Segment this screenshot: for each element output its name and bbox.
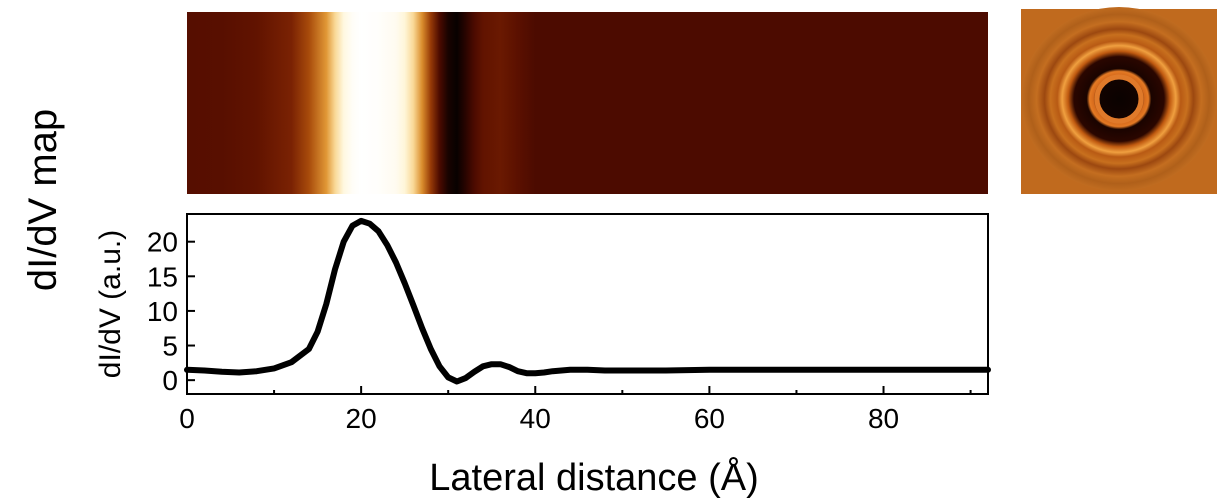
map-strip: [187, 12, 988, 194]
y-tick-label: 10: [147, 296, 178, 327]
x-tick-label: 40: [520, 403, 551, 434]
x-tick-label: 0: [179, 403, 195, 434]
y-tick-label: 5: [162, 331, 178, 362]
y-tick-label: 15: [147, 261, 178, 292]
plot-frame: [186, 213, 989, 395]
y-tick-label: 20: [147, 227, 178, 258]
x-tick-label: 20: [346, 403, 377, 434]
x-axis-ticks: 0 20 40 60 80: [179, 386, 972, 434]
x-tick-label: 60: [694, 403, 725, 434]
y-axis-label: dI/dV (a.u.): [94, 230, 127, 378]
x-tick-label: 80: [868, 403, 899, 434]
side-label: dI/dV map: [21, 109, 65, 291]
y-tick-label: 0: [162, 365, 178, 396]
series-line: [184, 217, 991, 385]
x-axis-label: Lateral distance (Å): [429, 455, 759, 499]
map-inset: [1021, 7, 1217, 194]
